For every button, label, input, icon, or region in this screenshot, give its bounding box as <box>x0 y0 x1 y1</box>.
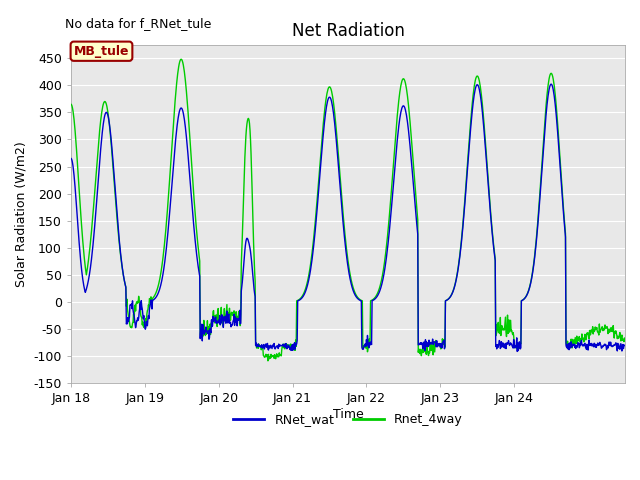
Legend: RNet_wat, Rnet_4way: RNet_wat, Rnet_4way <box>228 408 468 431</box>
X-axis label: Time: Time <box>333 408 364 421</box>
Title: Net Radiation: Net Radiation <box>292 22 404 40</box>
Text: No data for f_RNet_tule: No data for f_RNet_tule <box>65 17 212 30</box>
Text: MB_tule: MB_tule <box>74 45 129 58</box>
Y-axis label: Solar Radiation (W/m2): Solar Radiation (W/m2) <box>15 141 28 287</box>
